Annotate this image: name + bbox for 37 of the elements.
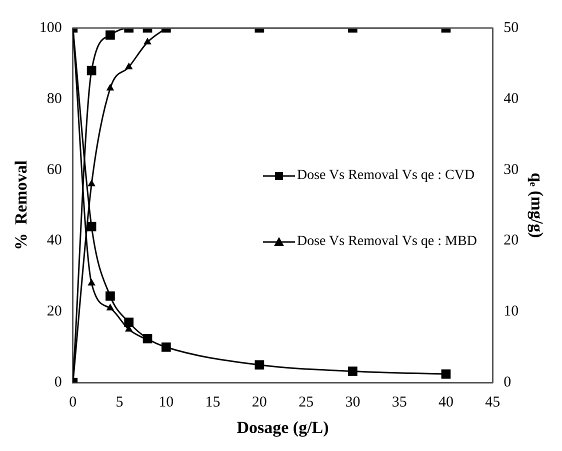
point: [441, 369, 451, 379]
y2-tick-label: 50: [504, 20, 519, 36]
y-tick-label: 100: [39, 20, 62, 36]
x-axis-title: Dosage (g/L): [236, 418, 329, 438]
point: [348, 366, 358, 376]
point: [142, 334, 152, 344]
y-tick-label: 80: [46, 90, 62, 107]
x-tick-label: 0: [69, 394, 77, 411]
point: [88, 180, 96, 186]
x-tick-label: 20: [252, 394, 267, 411]
point: [162, 342, 171, 352]
y-tick-label: 60: [46, 162, 62, 178]
y2-tick-label: 10: [504, 304, 519, 320]
y-tick-label: 20: [46, 304, 62, 320]
y2-axis-title: qₑ (mg/g): [527, 172, 546, 238]
x-tick-label: 40: [438, 394, 454, 411]
y-tick-label: 0: [54, 374, 62, 391]
y2-tick-label: 30: [504, 162, 519, 178]
y2-tick-label: 0: [504, 374, 512, 391]
legend-label: Dose Vs Removal Vs qe : CVD: [297, 168, 475, 184]
point: [124, 318, 134, 327]
y-tick-label: 40: [46, 232, 62, 249]
point: [88, 278, 96, 286]
x-tick-label: 15: [205, 394, 220, 411]
point: [106, 291, 115, 301]
legend-label: Dose Vs Removal Vs qe : MBD: [297, 234, 477, 250]
y2-tick-label: 20: [504, 232, 519, 249]
point: [254, 360, 264, 370]
point: [106, 304, 114, 310]
y2-tick-label: 40: [504, 90, 519, 107]
x-tick-label: 25: [298, 394, 314, 411]
y-axis-title: % Removal: [12, 160, 31, 250]
x-tick-label: 10: [158, 394, 174, 411]
x-tick-label: 30: [345, 394, 360, 411]
x-tick-label: 5: [116, 394, 124, 411]
x-tick-label: 35: [392, 394, 407, 411]
x-tick-label: 45: [485, 394, 500, 411]
